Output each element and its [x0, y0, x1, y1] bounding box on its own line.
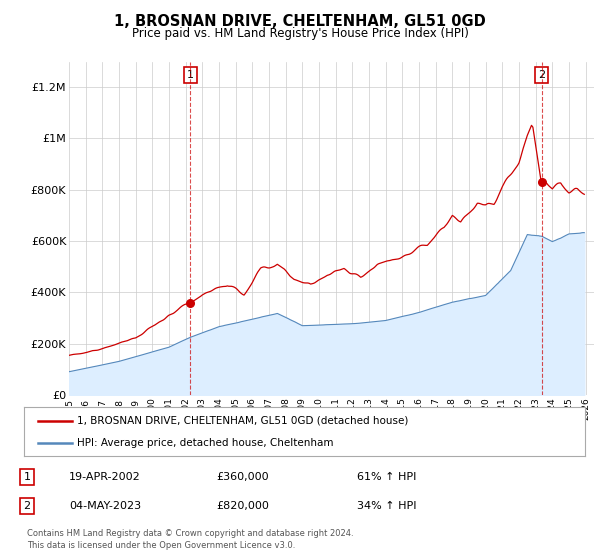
Text: This data is licensed under the Open Government Licence v3.0.: This data is licensed under the Open Gov… [27, 542, 295, 550]
Text: HPI: Average price, detached house, Cheltenham: HPI: Average price, detached house, Chel… [77, 438, 334, 448]
Text: 34% ↑ HPI: 34% ↑ HPI [357, 501, 416, 511]
Text: Contains HM Land Registry data © Crown copyright and database right 2024.: Contains HM Land Registry data © Crown c… [27, 529, 353, 538]
Text: Price paid vs. HM Land Registry's House Price Index (HPI): Price paid vs. HM Land Registry's House … [131, 27, 469, 40]
Text: 2: 2 [538, 70, 545, 80]
Text: 1: 1 [187, 70, 194, 80]
Text: 1: 1 [23, 472, 31, 482]
Text: 61% ↑ HPI: 61% ↑ HPI [357, 472, 416, 482]
Text: 19-APR-2002: 19-APR-2002 [69, 472, 141, 482]
Text: 1, BROSNAN DRIVE, CHELTENHAM, GL51 0GD (detached house): 1, BROSNAN DRIVE, CHELTENHAM, GL51 0GD (… [77, 416, 409, 426]
Text: 1, BROSNAN DRIVE, CHELTENHAM, GL51 0GD: 1, BROSNAN DRIVE, CHELTENHAM, GL51 0GD [114, 14, 486, 29]
Text: £820,000: £820,000 [216, 501, 269, 511]
Text: 2: 2 [23, 501, 31, 511]
Text: 04-MAY-2023: 04-MAY-2023 [69, 501, 141, 511]
Text: £360,000: £360,000 [216, 472, 269, 482]
